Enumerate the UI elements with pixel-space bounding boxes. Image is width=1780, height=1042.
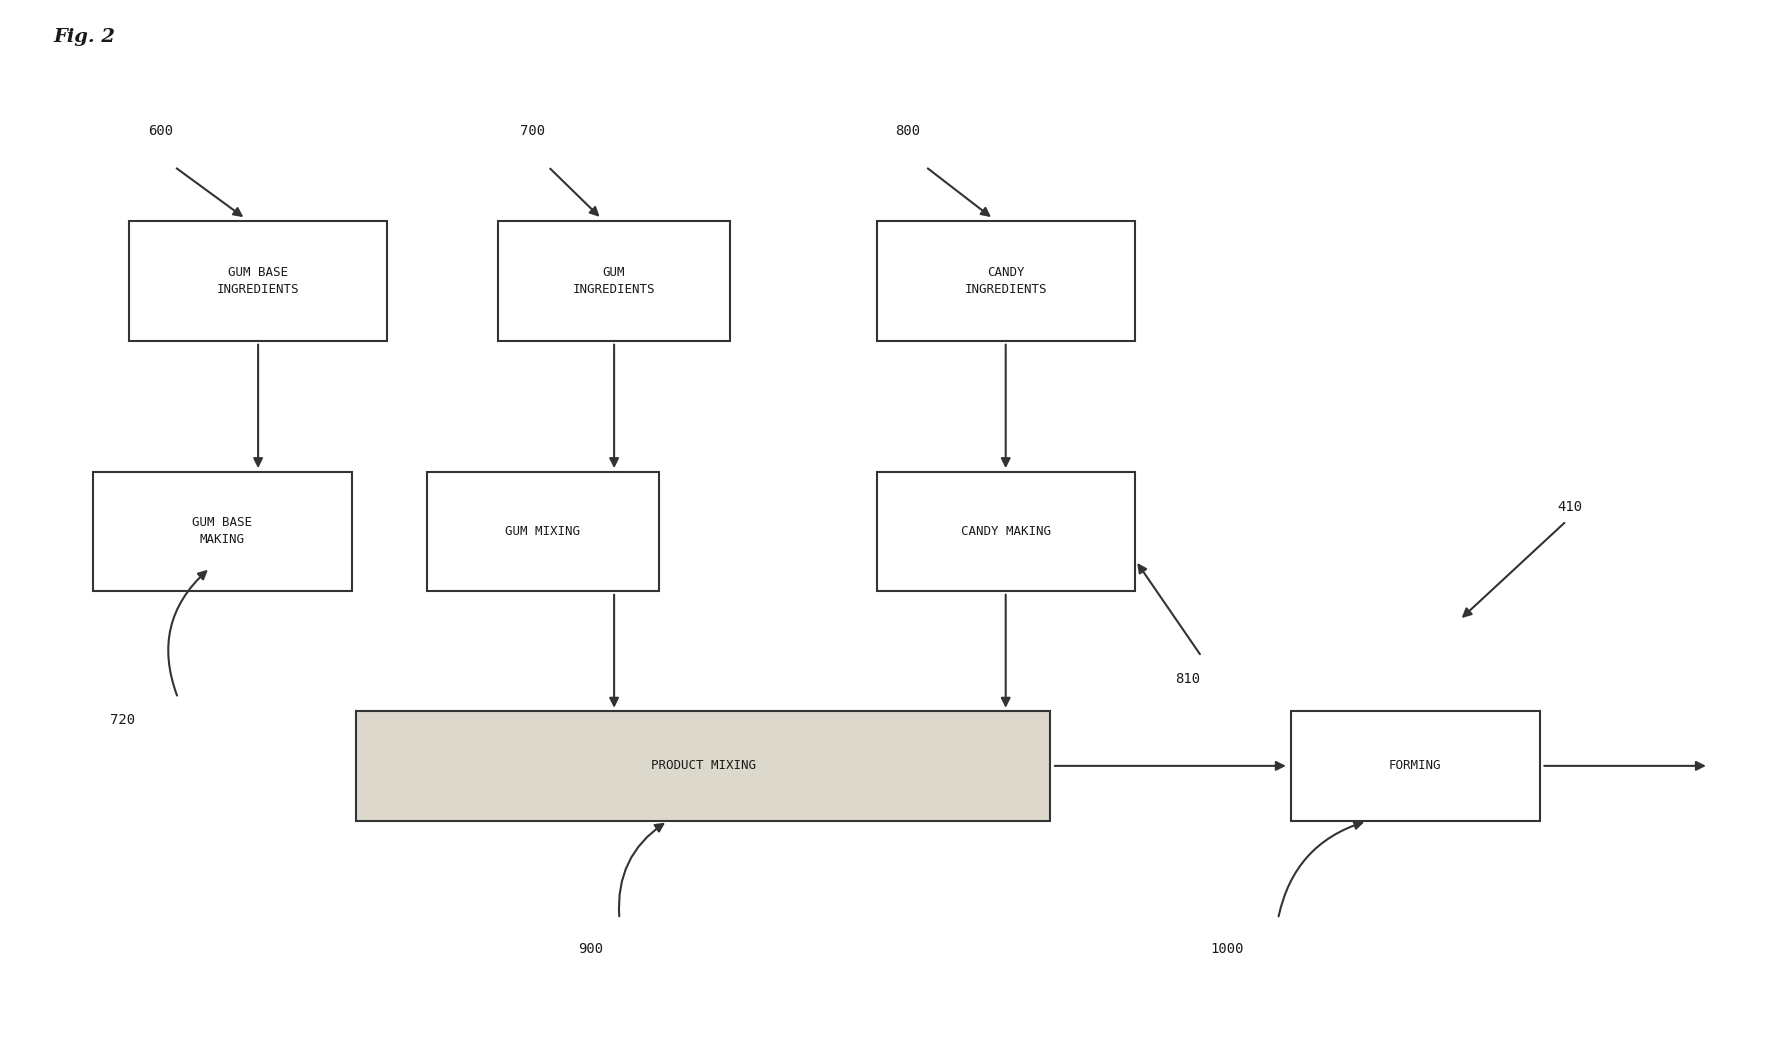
Text: PRODUCT MIXING: PRODUCT MIXING: [651, 760, 755, 772]
Text: GUM
INGREDIENTS: GUM INGREDIENTS: [573, 267, 655, 296]
Text: 900: 900: [578, 942, 603, 957]
Text: Fig. 2: Fig. 2: [53, 28, 116, 46]
Text: 1000: 1000: [1210, 942, 1244, 957]
FancyBboxPatch shape: [1290, 712, 1540, 821]
FancyBboxPatch shape: [128, 222, 386, 342]
FancyBboxPatch shape: [498, 222, 730, 342]
Text: 600: 600: [148, 124, 173, 139]
Text: FORMING: FORMING: [1388, 760, 1442, 772]
FancyBboxPatch shape: [427, 471, 659, 592]
Text: GUM BASE
MAKING: GUM BASE MAKING: [192, 517, 253, 546]
Text: 720: 720: [110, 713, 135, 727]
Text: CANDY
INGREDIENTS: CANDY INGREDIENTS: [965, 267, 1047, 296]
Text: 800: 800: [895, 124, 920, 139]
Text: 810: 810: [1175, 671, 1200, 686]
Text: GUM BASE
INGREDIENTS: GUM BASE INGREDIENTS: [217, 267, 299, 296]
FancyBboxPatch shape: [94, 471, 351, 592]
FancyBboxPatch shape: [356, 712, 1050, 821]
Text: 410: 410: [1558, 499, 1582, 514]
FancyBboxPatch shape: [876, 471, 1136, 592]
Text: 700: 700: [520, 124, 545, 139]
Text: GUM MIXING: GUM MIXING: [506, 525, 580, 538]
FancyBboxPatch shape: [876, 222, 1136, 342]
Text: CANDY MAKING: CANDY MAKING: [961, 525, 1050, 538]
